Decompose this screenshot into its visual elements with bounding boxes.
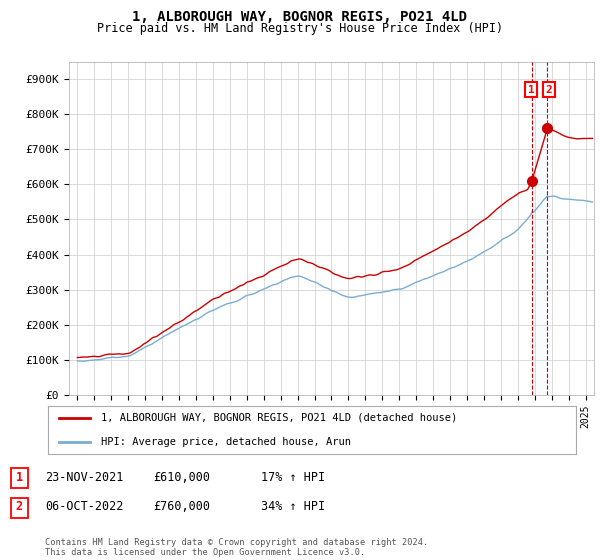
Text: 17% ↑ HPI: 17% ↑ HPI [261, 470, 325, 484]
Text: HPI: Average price, detached house, Arun: HPI: Average price, detached house, Arun [101, 437, 351, 447]
Text: Price paid vs. HM Land Registry's House Price Index (HPI): Price paid vs. HM Land Registry's House … [97, 22, 503, 35]
Text: Contains HM Land Registry data © Crown copyright and database right 2024.
This d: Contains HM Land Registry data © Crown c… [45, 538, 428, 557]
Text: £610,000: £610,000 [153, 470, 210, 484]
Bar [532, 62, 547, 395]
Text: 06-OCT-2022: 06-OCT-2022 [45, 500, 124, 514]
Text: 2: 2 [16, 500, 23, 514]
Text: 1: 1 [527, 85, 535, 95]
Text: 1, ALBOROUGH WAY, BOGNOR REGIS, PO21 4LD: 1, ALBOROUGH WAY, BOGNOR REGIS, PO21 4LD [133, 10, 467, 24]
Text: 1, ALBOROUGH WAY, BOGNOR REGIS, PO21 4LD (detached house): 1, ALBOROUGH WAY, BOGNOR REGIS, PO21 4LD… [101, 413, 457, 423]
Text: 1: 1 [16, 470, 23, 484]
Text: 23-NOV-2021: 23-NOV-2021 [45, 470, 124, 484]
Text: £760,000: £760,000 [153, 500, 210, 514]
Text: 2: 2 [545, 85, 552, 95]
Text: 34% ↑ HPI: 34% ↑ HPI [261, 500, 325, 514]
